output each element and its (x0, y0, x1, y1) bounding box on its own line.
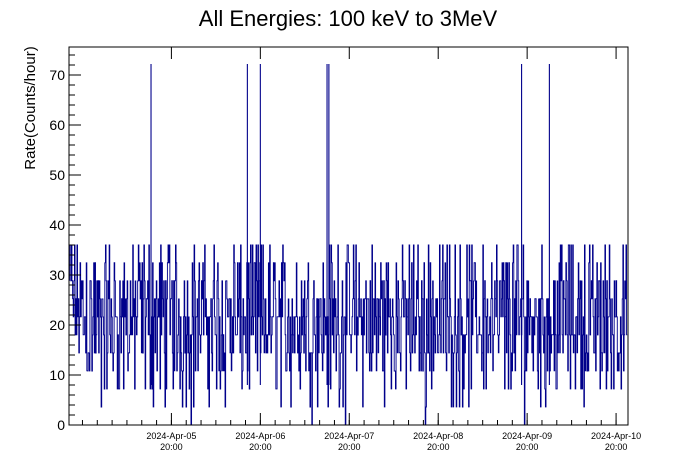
axis-layer: 0102030405060702024-Apr-0520:002024-Apr-… (49, 47, 641, 452)
chart-title: All Energies: 100 keV to 3MeV (199, 6, 498, 31)
x-tick-label-time: 20:00 (338, 442, 361, 452)
data-layer (69, 64, 628, 426)
x-tick-label-time: 20:00 (605, 442, 628, 452)
x-tick-label-date: 2024-Apr-07 (324, 431, 374, 441)
y-tick-label: 0 (57, 417, 65, 433)
y-tick-label: 60 (49, 117, 65, 133)
x-tick-label-time: 20:00 (249, 442, 272, 452)
x-tick-label-time: 20:00 (427, 442, 450, 452)
y-tick-label: 20 (49, 317, 65, 333)
x-tick-label-date: 2024-Apr-10 (591, 431, 641, 441)
plot-frame (68, 46, 629, 426)
y-tick-label: 70 (49, 67, 65, 83)
y-tick-label: 40 (49, 217, 65, 233)
series-trace (69, 244, 628, 426)
x-tick-label-time: 20:00 (516, 442, 539, 452)
y-tick-label: 30 (49, 267, 65, 283)
y-axis-label: Rate(Counts/hour) (22, 46, 39, 169)
x-tick-label-date: 2024-Apr-05 (146, 431, 196, 441)
y-tick-label: 10 (49, 367, 65, 383)
y-tick-label: 50 (49, 167, 65, 183)
x-tick-label-date: 2024-Apr-08 (413, 431, 463, 441)
x-tick-label-time: 20:00 (160, 442, 183, 452)
x-tick-label-date: 2024-Apr-09 (502, 431, 552, 441)
x-tick-label-date: 2024-Apr-06 (235, 431, 285, 441)
